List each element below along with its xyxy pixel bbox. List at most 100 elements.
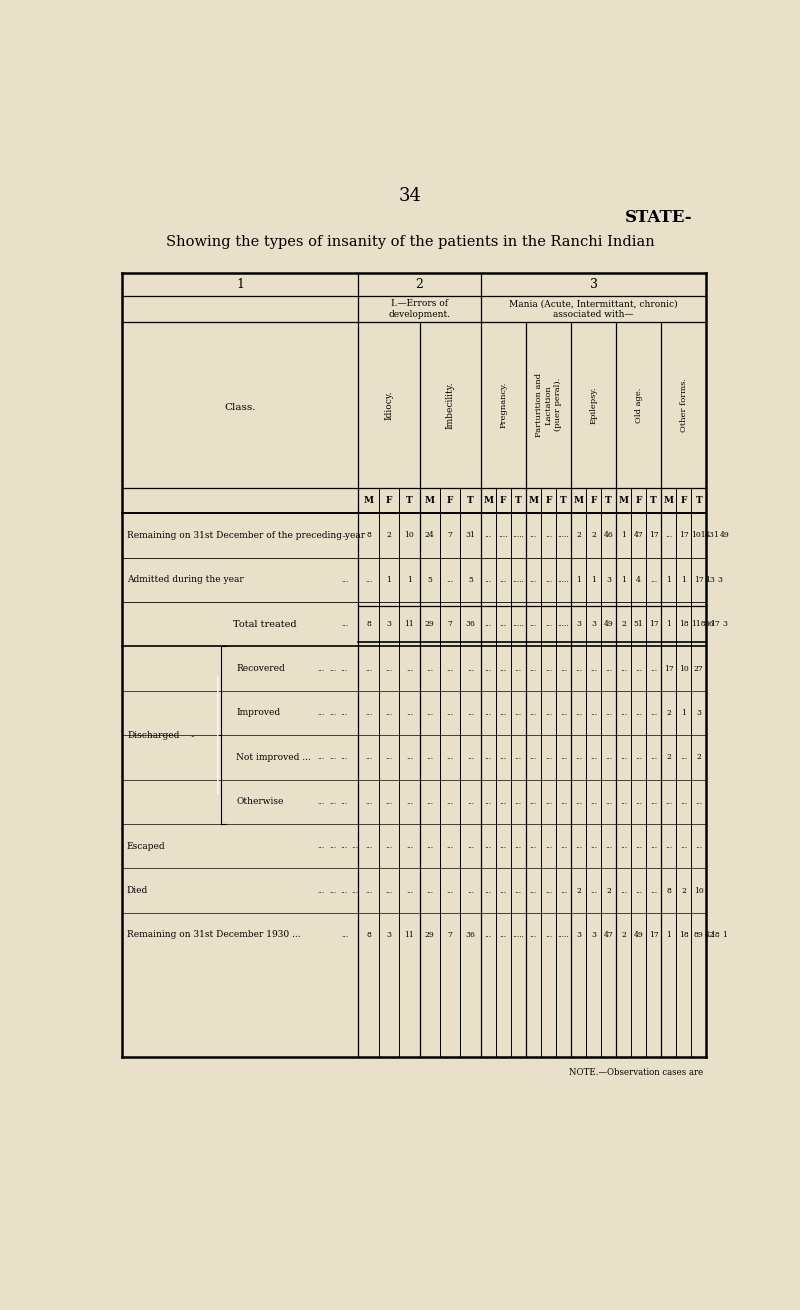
Text: ...: ... — [318, 887, 325, 895]
Text: ...: ... — [545, 576, 552, 584]
Text: Idiocy.: Idiocy. — [385, 390, 394, 419]
Text: 1: 1 — [682, 576, 686, 584]
Text: 3: 3 — [576, 931, 581, 939]
Text: M: M — [618, 496, 629, 506]
Text: M: M — [483, 496, 494, 506]
Text: ...: ... — [342, 532, 349, 540]
Text: ...: ... — [650, 842, 658, 850]
Text: ...: ... — [530, 620, 537, 629]
Text: ...: ... — [605, 709, 612, 717]
Text: ...: ... — [500, 887, 507, 895]
Text: ...: ... — [514, 753, 522, 761]
Text: 1: 1 — [621, 576, 626, 584]
Text: 43: 43 — [705, 532, 714, 540]
Text: ...: ... — [446, 664, 454, 672]
Text: ...: ... — [500, 576, 507, 584]
Text: 8: 8 — [366, 532, 371, 540]
Text: ...: ... — [485, 709, 492, 717]
Text: ...: ... — [605, 842, 612, 850]
Text: 36: 36 — [466, 931, 475, 939]
Text: 7: 7 — [448, 931, 453, 939]
Text: ...: ... — [545, 620, 552, 629]
Text: ...: ... — [665, 798, 672, 806]
Text: 1: 1 — [621, 532, 626, 540]
Text: ...: ... — [560, 709, 567, 717]
Text: ...: ... — [386, 664, 393, 672]
Text: 89: 89 — [694, 931, 704, 939]
Text: ...: ... — [485, 664, 492, 672]
Text: 3: 3 — [606, 576, 611, 584]
Text: 2: 2 — [606, 887, 611, 895]
Text: ...: ... — [514, 842, 522, 850]
Text: 1: 1 — [666, 576, 671, 584]
Text: 4: 4 — [636, 576, 641, 584]
Text: 3: 3 — [386, 931, 391, 939]
Text: T: T — [560, 496, 567, 506]
Text: 7: 7 — [448, 620, 453, 629]
Text: ...: ... — [467, 753, 474, 761]
Text: ...: ... — [680, 842, 687, 850]
Text: T: T — [467, 496, 474, 506]
Text: ...: ... — [590, 753, 597, 761]
Text: ...: ... — [620, 798, 627, 806]
Text: ...: ... — [351, 842, 358, 850]
Text: ...: ... — [620, 842, 627, 850]
Text: 29: 29 — [425, 931, 434, 939]
Text: ...: ... — [365, 798, 372, 806]
Text: ...: ... — [426, 709, 434, 717]
Text: ...: ... — [560, 887, 567, 895]
Text: 34: 34 — [398, 186, 422, 204]
Text: ...: ... — [514, 798, 522, 806]
Text: .....: ..... — [558, 931, 570, 939]
Text: ...: ... — [342, 931, 349, 939]
Text: ...: ... — [605, 798, 612, 806]
Text: ...: ... — [500, 620, 507, 629]
Text: ...: ... — [406, 664, 413, 672]
Text: 8: 8 — [366, 931, 371, 939]
Text: ...: ... — [485, 532, 492, 540]
Text: T: T — [695, 496, 702, 506]
Text: 31: 31 — [466, 532, 475, 540]
Text: Not improved ...: Not improved ... — [237, 753, 311, 762]
Text: 51: 51 — [634, 620, 643, 629]
Text: 1: 1 — [666, 931, 671, 939]
Text: ...: ... — [406, 887, 413, 895]
Text: Mania (Acute, Intermittant, chronic)
associated with—: Mania (Acute, Intermittant, chronic) ass… — [510, 299, 678, 318]
Text: ...: ... — [386, 887, 393, 895]
Text: ...: ... — [500, 753, 507, 761]
Text: ...: ... — [318, 664, 325, 672]
Text: 27: 27 — [694, 664, 704, 672]
Text: 5: 5 — [468, 576, 473, 584]
Text: ...: ... — [446, 842, 454, 850]
Text: 2: 2 — [386, 532, 391, 540]
Text: T: T — [406, 496, 413, 506]
Text: 3: 3 — [576, 620, 581, 629]
Text: ...: ... — [680, 753, 687, 761]
Text: ...: ... — [545, 887, 552, 895]
Text: 3: 3 — [386, 620, 391, 629]
Text: ...: ... — [340, 842, 347, 850]
Text: 7: 7 — [448, 532, 453, 540]
Text: STATE-: STATE- — [625, 210, 692, 227]
Text: ...: ... — [500, 664, 507, 672]
Text: NOTE.—Observation cases are: NOTE.—Observation cases are — [569, 1068, 703, 1077]
Text: 17: 17 — [710, 620, 720, 629]
Text: 18: 18 — [679, 620, 689, 629]
Text: 1: 1 — [722, 931, 727, 939]
Text: 3: 3 — [591, 620, 596, 629]
Text: ...: ... — [575, 842, 582, 850]
Text: ...: ... — [329, 887, 336, 895]
Text: ...: ... — [406, 798, 413, 806]
Text: ...: ... — [620, 887, 627, 895]
Text: ...: ... — [426, 842, 434, 850]
Text: F: F — [590, 496, 597, 506]
Text: ...: ... — [650, 664, 658, 672]
Text: ...: ... — [650, 887, 658, 895]
Text: ...: ... — [530, 664, 537, 672]
Text: ...: ... — [560, 842, 567, 850]
Text: ...: ... — [635, 798, 642, 806]
Text: ...: ... — [318, 753, 325, 761]
Text: ...: ... — [680, 798, 687, 806]
Text: 2: 2 — [666, 753, 671, 761]
Text: ...: ... — [545, 532, 552, 540]
